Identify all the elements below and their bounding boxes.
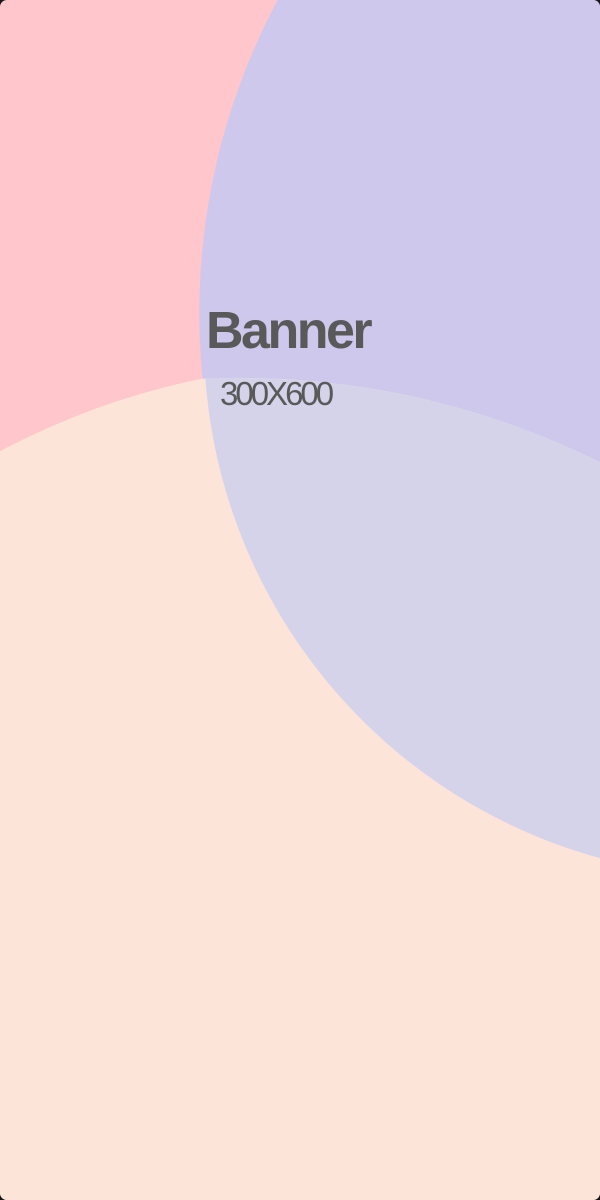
banner-size-label: 300X600 — [220, 375, 334, 412]
banner-title: Banner — [206, 302, 372, 360]
lavender-light-lens-region — [205, 378, 600, 859]
lavender-dark-circle-region — [199, 0, 600, 463]
